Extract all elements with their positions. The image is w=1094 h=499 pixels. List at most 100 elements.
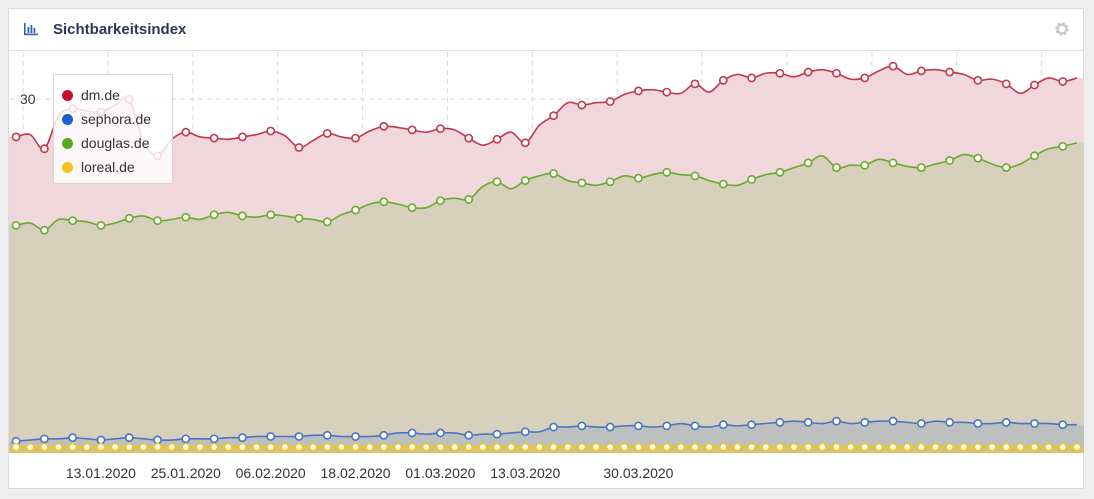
data-point-loreal [209,442,219,452]
data-point-loreal [351,442,360,452]
legend-item-dm[interactable]: dm.de [62,87,120,107]
data-point-douglas [96,220,106,230]
data-point-sephora [549,422,558,432]
data-point-dm [605,97,615,106]
data-point-sephora [379,430,389,440]
data-point-sephora [662,421,672,431]
data-point-dm [803,67,813,77]
data-point-loreal [563,442,573,452]
data-point-douglas [294,213,304,223]
data-point-sephora [916,419,926,428]
data-point-douglas [124,213,134,223]
data-point-dm [266,126,276,136]
data-point-douglas [1058,141,1068,151]
data-point-loreal [888,442,898,452]
data-point-dm [209,133,219,143]
data-point-sephora [577,421,587,431]
legend-item-sephora[interactable]: sephora.de [62,111,151,131]
data-point-douglas [662,167,672,177]
legend-item-loreal[interactable]: loreal.de [62,159,135,179]
data-point-douglas [690,171,700,181]
data-point-dm [888,61,898,71]
data-point-loreal [789,442,799,452]
data-point-sephora [266,432,276,441]
data-point-dm [379,121,389,131]
data-point-sephora [634,421,643,431]
data-point-sephora [747,420,756,430]
data-point-dm [549,111,558,121]
bar-chart-icon [24,23,38,36]
data-point-douglas [209,210,219,220]
data-point-loreal [464,442,474,452]
legend-label-douglas: douglas.de [81,135,150,151]
data-point-loreal [393,442,403,452]
data-point-sephora [945,417,955,427]
data-point-douglas [916,163,926,172]
data-point-dm [436,124,445,134]
card-header: Sichtbarkeitsindex [9,9,1083,51]
data-point-douglas [68,216,78,226]
data-point-loreal [379,442,389,452]
data-point-douglas [351,205,360,215]
data-point-sephora [803,417,813,427]
data-point-douglas [577,178,587,188]
legend-item-douglas[interactable]: douglas.de [62,135,150,155]
data-point-loreal [520,442,530,452]
data-point-loreal [931,442,940,452]
data-point-sephora [464,430,474,440]
data-point-sephora [68,433,78,443]
data-point-sephora [124,433,134,443]
data-point-dm [11,132,21,142]
y-tick-label: 30 [20,91,36,107]
data-point-dm [775,68,785,78]
data-point-douglas [1030,151,1039,161]
data-point-sephora [153,435,162,445]
legend-label-dm: dm.de [81,87,120,103]
data-point-loreal [54,442,63,452]
data-point-loreal [902,442,912,452]
data-point-dm [520,138,530,148]
data-point-loreal [181,442,191,452]
data-point-dm [832,68,841,78]
data-point-loreal [68,442,78,452]
data-point-loreal [506,442,516,452]
data-point-sephora [888,416,898,426]
data-point-loreal [535,442,544,452]
data-point-douglas [803,158,813,168]
data-point-dm [1001,79,1011,89]
x-tick-label: 06.02.2020 [236,465,306,481]
data-point-loreal [662,442,672,452]
data-point-loreal [266,442,276,452]
data-point-dm [294,143,304,152]
data-point-loreal [294,442,304,452]
data-point-loreal [39,442,49,452]
gear-icon[interactable] [1053,20,1071,38]
data-point-loreal [153,442,162,452]
data-point-dm [464,133,474,143]
data-point-loreal [1044,442,1054,452]
data-point-sephora [209,434,219,444]
data-point-loreal [704,442,714,452]
data-point-douglas [39,225,49,235]
data-point-douglas [1001,163,1011,172]
data-point-dm [662,87,672,97]
data-point-loreal [648,442,657,452]
series-line-dm [15,65,1078,157]
legend-marker-douglas [62,138,73,149]
data-point-douglas [605,177,615,187]
series-line-sephora [16,420,1077,443]
data-point-loreal [605,442,615,452]
data-point-loreal [832,442,841,452]
data-point-loreal [803,442,813,452]
data-point-loreal [761,442,771,452]
data-point-dm [690,79,700,89]
data-point-loreal [1015,442,1025,452]
data-point-dm [181,127,191,137]
data-point-dm [351,133,360,143]
data-point-loreal [634,442,643,452]
data-point-loreal [365,442,375,452]
area-douglas [9,142,1084,454]
data-point-sephora [718,420,728,430]
data-point-loreal [1058,442,1068,452]
